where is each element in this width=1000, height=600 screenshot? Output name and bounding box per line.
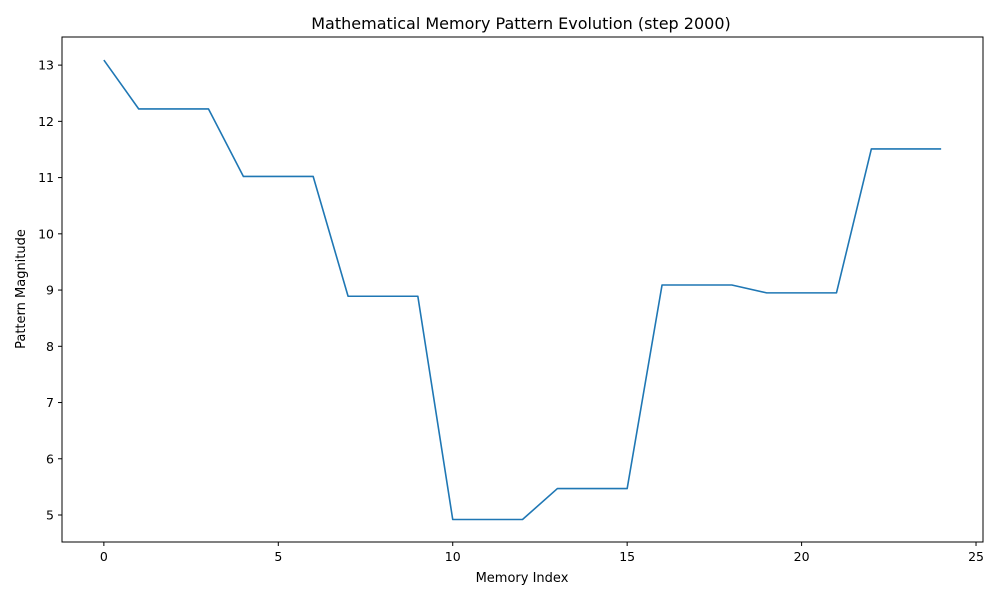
x-tick-label: 10: [445, 549, 461, 564]
series-line: [103, 59, 942, 521]
y-tick-label: 10: [38, 226, 54, 241]
y-tick-label: 8: [46, 339, 54, 354]
y-axis: 5 6 7 8 9 10 11 12 13: [38, 58, 62, 523]
y-tick-label: 11: [38, 170, 54, 185]
y-tick-label: 7: [46, 395, 54, 410]
x-tick-label: 20: [794, 549, 810, 564]
y-tick-label: 5: [46, 508, 54, 523]
y-tick-label: 13: [38, 58, 54, 73]
chart-title: Mathematical Memory Pattern Evolution (s…: [311, 14, 731, 33]
x-tick-label: 5: [274, 549, 282, 564]
x-axis: 0 5 10 15 20 25: [100, 542, 984, 564]
x-tick-label: 15: [619, 549, 635, 564]
x-tick-label: 0: [100, 549, 108, 564]
series-group: [103, 59, 942, 521]
x-tick-label: 25: [968, 549, 984, 564]
plot-frame: [61, 36, 984, 543]
y-tick-label: 6: [46, 451, 54, 466]
y-tick-label: 9: [46, 283, 54, 298]
x-axis-label: Memory Index: [476, 571, 569, 586]
y-axis-label: Pattern Magnitude: [14, 229, 29, 349]
y-tick-label: 12: [38, 114, 54, 129]
